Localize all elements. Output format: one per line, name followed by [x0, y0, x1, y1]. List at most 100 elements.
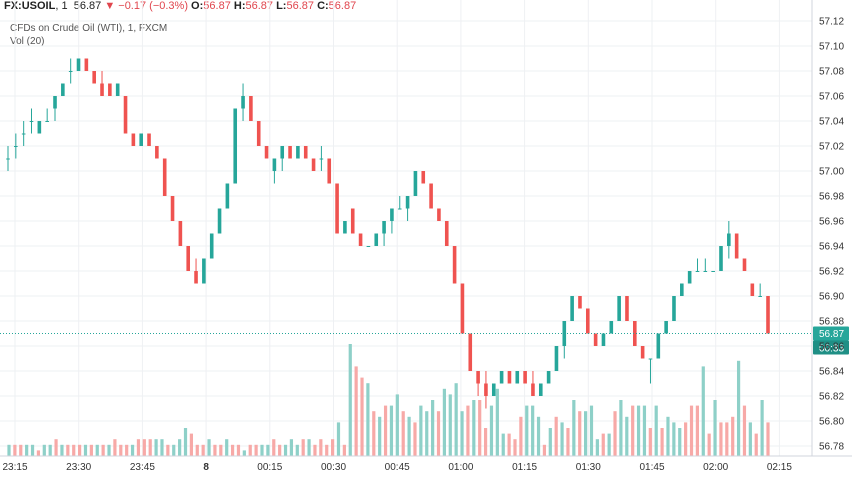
volume-bar — [460, 411, 464, 456]
volume-bar — [560, 422, 564, 456]
x-tick-label: 01:30 — [576, 462, 601, 473]
volume-bar — [431, 400, 435, 456]
volume-bar — [366, 383, 370, 456]
x-tick-label: 8 — [203, 462, 209, 473]
candle-body — [21, 133, 26, 135]
volume-bar — [589, 405, 594, 456]
price-axis: 57.12 57.10 57.08 57.06 57.04 57.02 57.00 56.98… — [811, 0, 844, 456]
candle-body — [100, 83, 104, 96]
volume-bar — [295, 444, 299, 456]
close-value: 56.87 — [328, 0, 357, 12]
volume-bar — [684, 422, 688, 456]
candle-body — [178, 221, 183, 246]
volume-bar — [666, 416, 670, 456]
volume-bar — [619, 400, 623, 456]
volume-bar — [42, 444, 46, 456]
volume-bar — [501, 433, 505, 456]
volume-bar — [372, 411, 376, 456]
candle-body — [601, 333, 606, 346]
candle-body — [335, 183, 339, 234]
change-value: −0.17 (−0.3%) — [118, 0, 188, 12]
volume-bar — [19, 444, 23, 456]
volume-bar — [278, 444, 282, 456]
volume-bar — [101, 444, 105, 456]
candle-body — [390, 208, 394, 221]
candle-body — [366, 246, 371, 247]
candle-body — [29, 121, 34, 122]
volume-bar — [748, 422, 752, 456]
volume-bar — [25, 444, 29, 456]
high-label: H: — [233, 0, 246, 12]
candle-body — [750, 283, 755, 296]
candle-body — [491, 383, 496, 396]
y-tick-label: 57.00 — [819, 167, 844, 178]
volume-bar — [225, 439, 229, 456]
volume-bar — [130, 444, 135, 456]
volume-bar — [389, 405, 394, 456]
candle-body — [296, 146, 300, 159]
candle-body — [546, 371, 551, 384]
candle-body — [468, 333, 473, 371]
volume-bar — [383, 405, 388, 456]
y-tick-label: 57.08 — [819, 67, 844, 78]
open-label: O: — [191, 0, 204, 12]
candle-body — [703, 271, 708, 272]
candle-body — [147, 133, 151, 146]
volume-bar — [213, 444, 217, 456]
candle-body — [452, 246, 457, 284]
volume-bar — [736, 360, 741, 456]
volume-bar — [154, 439, 158, 456]
candle-body — [280, 146, 285, 159]
volume-bar — [454, 383, 458, 456]
candle-body — [711, 271, 715, 272]
volume-bar — [248, 444, 252, 456]
volume-bar — [36, 450, 41, 456]
volume-bar — [766, 422, 770, 456]
x-tick-label: 23:30 — [66, 462, 91, 473]
y-tick-label: 56.94 — [819, 242, 844, 253]
x-tick-label: 23:45 — [130, 462, 155, 473]
candle-body — [421, 171, 426, 184]
volume-bar — [760, 400, 764, 456]
volume-bar — [60, 444, 64, 456]
open-value: 56.87 — [203, 0, 231, 12]
volume-bar — [595, 439, 599, 456]
time-axis: 23:15 23:30 23:45 8 00:15 00:30 00:45 01:00 01:1… — [0, 455, 852, 473]
x-tick-label: 02:15 — [767, 462, 792, 473]
y-tick-label: 56.90 — [819, 292, 844, 303]
countdown-label: 00:33 — [819, 344, 844, 355]
volume-bar — [48, 444, 52, 456]
volume-indicator-label[interactable]: Vol (20) — [10, 36, 45, 47]
volume-bar — [483, 428, 488, 456]
volume-bar — [654, 405, 658, 456]
volume-bar — [148, 439, 152, 456]
volume-bar — [207, 439, 211, 456]
candle-body — [609, 321, 614, 334]
symbol-label[interactable]: FX:USOIL — [4, 0, 56, 12]
volume-bar — [54, 439, 58, 456]
candle-body — [155, 146, 159, 159]
candle-body — [585, 308, 590, 334]
candle-body — [633, 321, 637, 346]
candle-body — [186, 246, 191, 271]
volume-bar — [301, 439, 305, 456]
y-tick-label: 56.82 — [819, 392, 844, 403]
volume-bar — [166, 444, 170, 456]
volume-bar — [230, 444, 235, 456]
volume-bar — [395, 394, 399, 456]
candle-body — [92, 71, 96, 84]
volume-bar — [30, 444, 35, 456]
candle-body — [209, 233, 214, 259]
candle-body — [115, 83, 120, 96]
down-arrow-icon: ▼ — [104, 0, 116, 12]
volume-bar — [625, 416, 629, 456]
volume-bar — [13, 444, 17, 456]
x-tick-label: 23:15 — [2, 462, 27, 473]
interval-label: 1 — [61, 0, 68, 12]
volume-bar — [742, 405, 747, 456]
candle-body — [233, 108, 238, 184]
high-value: 56.87 — [245, 0, 274, 12]
candle-body — [727, 233, 731, 246]
x-tick-label: 02:00 — [703, 462, 728, 473]
